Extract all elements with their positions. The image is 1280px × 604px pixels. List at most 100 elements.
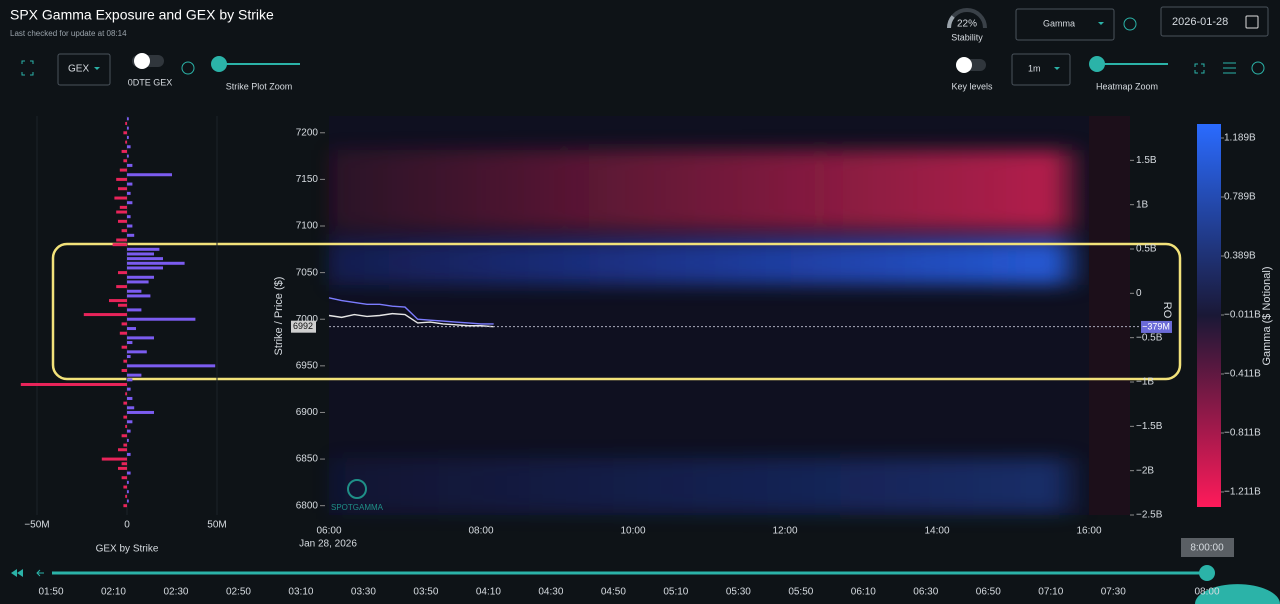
gex-bar — [127, 191, 131, 195]
gex-bar — [127, 135, 129, 139]
gex-bar — [118, 303, 127, 307]
rewind-icon[interactable] — [11, 569, 23, 577]
timeline-knob[interactable] — [1199, 565, 1215, 581]
gex-bar — [121, 476, 127, 480]
x-tick-label: 16:00 — [1076, 526, 1101, 537]
gex-bar — [127, 387, 131, 391]
gex-bar — [116, 238, 127, 242]
calendar-icon[interactable] — [1245, 15, 1259, 29]
tooltip-bg — [1181, 538, 1234, 557]
y2-tick-label: −2B — [1136, 465, 1154, 476]
y-axis-title: Strike / Price ($) — [273, 277, 285, 356]
x-tick-label: 06:00 — [316, 526, 341, 537]
date-picker[interactable] — [1160, 6, 1269, 37]
info-icon[interactable] — [1123, 17, 1137, 31]
strike-zoom-label: Strike Plot Zoom — [226, 81, 293, 91]
heatmap-tail — [1089, 116, 1130, 515]
timeline-label: 06:30 — [913, 587, 938, 598]
title: SPX Gamma Exposure and GEX by Strike — [10, 7, 274, 23]
gex-bar — [127, 373, 142, 377]
settings-icon[interactable] — [1223, 62, 1236, 74]
y2-tick-label: 0 — [1136, 288, 1142, 299]
gex-bar — [123, 415, 127, 419]
timeline-label: 04:10 — [476, 587, 501, 598]
timeline-label: 06:50 — [976, 587, 1001, 598]
caret — [1098, 22, 1104, 25]
gex-bar — [127, 471, 131, 475]
y-tick-label: 6900 — [296, 407, 319, 418]
gex-bar — [109, 299, 127, 303]
colorbar-tick-label: 0.389B — [1224, 251, 1256, 262]
slider-knob[interactable] — [1089, 56, 1105, 72]
gex-bar — [118, 448, 127, 452]
interval-select[interactable] — [1011, 53, 1071, 86]
highlight-box — [51, 242, 1182, 381]
gex-bar — [127, 154, 129, 158]
colorbar-tick-label: −0.411B — [1224, 369, 1261, 380]
metric-select-text: Gamma — [1043, 18, 1075, 28]
info-icon[interactable] — [181, 61, 195, 75]
timeline-label: 02:50 — [226, 587, 251, 598]
gex-bar — [121, 149, 127, 153]
theme-icon[interactable] — [1251, 61, 1265, 75]
gex-select[interactable] — [57, 53, 111, 86]
expand-icon[interactable] — [21, 60, 34, 76]
odte-label: 0DTE GEX — [128, 77, 173, 87]
gex-bar — [118, 271, 127, 275]
date-label: Jan 28, 2026 — [299, 539, 357, 550]
y-tick-label: 6850 — [296, 454, 319, 465]
metric-select[interactable] — [1015, 8, 1115, 41]
gex-bar — [127, 327, 136, 331]
subtitle: Last checked for update at 08:14 — [10, 29, 127, 38]
gex-bar — [83, 313, 127, 317]
colorbar — [1197, 124, 1221, 507]
caret — [1054, 67, 1060, 70]
slider-knob[interactable] — [211, 56, 227, 72]
gex-bar — [118, 219, 127, 223]
y2-axis-title: RO — [1161, 302, 1173, 319]
gex-bar — [127, 499, 129, 503]
gex-select-text: GEX — [68, 64, 89, 75]
x-tick-label: 12:00 — [772, 526, 797, 537]
gex-bar — [123, 443, 127, 447]
gex-bar — [121, 229, 127, 233]
gex-bar — [127, 224, 133, 228]
back-icon[interactable] — [36, 569, 44, 577]
timeline-label: 04:30 — [538, 587, 563, 598]
gex-bar — [127, 336, 154, 340]
timeline-label: 04:50 — [601, 587, 626, 598]
corner-tab[interactable] — [1195, 584, 1280, 604]
gex-bar — [119, 331, 127, 335]
gex-bar — [123, 131, 127, 135]
stability-value: 22% — [957, 19, 977, 30]
gex-bar — [127, 215, 131, 219]
y-tick-label: 6800 — [296, 500, 319, 511]
gex-bar — [127, 429, 131, 433]
gex-bar — [127, 117, 129, 121]
x-tick-label: 0 — [124, 520, 130, 531]
gex-bar — [127, 252, 154, 256]
x-tick-label: 14:00 — [924, 526, 949, 537]
zero-badge — [1141, 320, 1172, 333]
tooltip-text: 8:00:00 — [1190, 543, 1224, 554]
heat-red — [329, 150, 1089, 230]
gex-bar — [127, 247, 160, 251]
timeline-label: 06:10 — [851, 587, 876, 598]
gex-bar — [121, 345, 127, 349]
timeline-label: 03:30 — [351, 587, 376, 598]
gex-bar — [127, 355, 131, 359]
price-label: 6992 — [293, 321, 313, 331]
y2-tick-label: −2.5B — [1136, 510, 1163, 521]
y-tick-label: 7200 — [296, 127, 319, 138]
gex-bar — [119, 168, 127, 172]
key-levels-label: Key levels — [951, 81, 993, 91]
gex-bar — [127, 294, 151, 298]
stability-arc — [947, 15, 955, 29]
gex-bar — [127, 317, 196, 321]
gex-bar — [127, 452, 131, 456]
price-badge — [291, 320, 316, 333]
gex-bar — [127, 280, 149, 284]
expand-icon[interactable] — [1194, 63, 1205, 74]
timeline-label: 05:10 — [663, 587, 688, 598]
